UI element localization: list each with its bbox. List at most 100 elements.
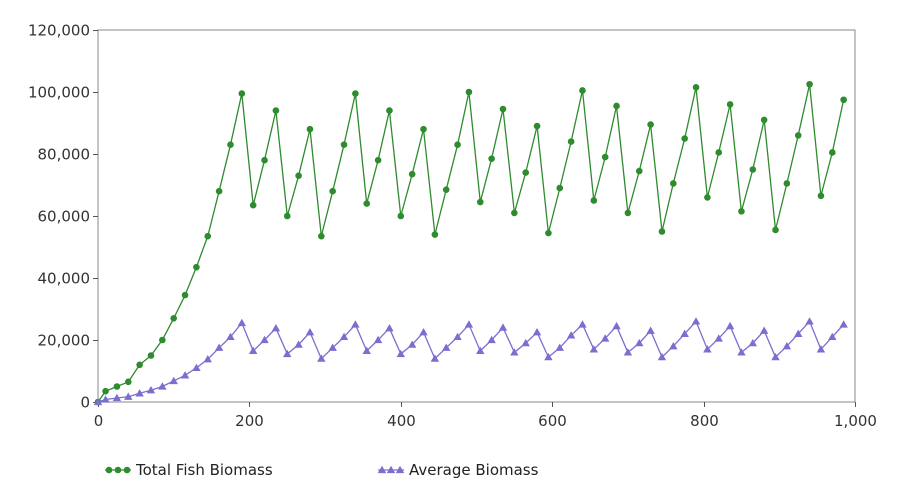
data-point <box>601 153 609 161</box>
data-point <box>226 332 235 341</box>
data-point <box>691 317 701 325</box>
data-point <box>215 187 223 195</box>
data-point <box>317 354 326 362</box>
data-point <box>465 88 473 96</box>
data-point <box>816 345 826 353</box>
data-point <box>272 107 280 114</box>
data-point <box>839 320 848 328</box>
data-point <box>794 329 803 337</box>
data-point <box>169 376 178 385</box>
data-point <box>805 317 814 325</box>
data-point <box>647 121 654 128</box>
data-point <box>329 187 336 195</box>
legend-label: Average Biomass <box>409 461 539 479</box>
data-point <box>135 389 144 397</box>
data-point <box>600 334 610 342</box>
data-point <box>158 382 167 390</box>
x-tick-label: 400 <box>387 412 416 430</box>
data-point <box>532 328 542 336</box>
y-tick-label: 80,000 <box>38 146 91 164</box>
data-point <box>146 386 156 394</box>
data-point <box>545 229 552 237</box>
data-point <box>476 346 485 354</box>
data-point <box>488 155 495 162</box>
data-point <box>271 324 281 332</box>
data-point <box>748 338 758 347</box>
data-point <box>726 101 734 108</box>
data-point <box>464 320 474 328</box>
data-point <box>318 232 325 240</box>
data-point <box>510 348 519 356</box>
series-1 <box>93 317 848 406</box>
legend-marker <box>123 466 131 474</box>
data-point <box>544 352 553 361</box>
data-point <box>363 200 371 207</box>
data-point <box>567 138 575 145</box>
data-point <box>657 352 667 361</box>
y-tick-label: 20,000 <box>38 332 91 350</box>
x-tick-label: 600 <box>538 412 567 430</box>
data-point <box>431 231 439 238</box>
data-point <box>681 135 688 142</box>
data-point <box>578 320 587 328</box>
x-tick-label: 200 <box>235 412 264 430</box>
data-point <box>408 170 416 178</box>
axes <box>97 29 856 403</box>
data-point <box>248 346 258 354</box>
x-tick-label: 800 <box>690 412 719 430</box>
data-point <box>193 263 200 271</box>
data-point <box>442 343 451 351</box>
data-point <box>589 345 599 353</box>
data-point <box>714 334 723 342</box>
data-point <box>453 332 462 341</box>
legend-label: Total Fish Biomass <box>135 461 273 479</box>
x-tick-label: 1,000 <box>834 412 877 430</box>
data-point <box>214 343 224 351</box>
data-point <box>499 105 507 113</box>
data-point <box>612 321 621 330</box>
data-point <box>159 336 166 344</box>
data-point <box>840 96 847 104</box>
data-point <box>692 84 700 91</box>
data-point <box>704 194 711 201</box>
data-point <box>374 156 382 164</box>
data-point <box>136 361 143 369</box>
y-tick-label: 120,000 <box>28 22 90 40</box>
data-point <box>454 141 461 148</box>
data-point <box>783 180 791 187</box>
data-point <box>420 125 427 133</box>
legend-item-0: Total Fish Biomass <box>105 461 273 479</box>
data-point <box>294 340 303 348</box>
data-point <box>124 378 132 386</box>
data-point <box>658 228 666 235</box>
data-point <box>351 320 360 328</box>
legend-marker <box>377 465 387 474</box>
y-tick-label: 40,000 <box>38 270 91 288</box>
y-tick-label: 60,000 <box>38 208 91 226</box>
data-point <box>306 125 314 133</box>
data-point <box>555 343 564 351</box>
data-point <box>817 192 825 200</box>
data-point <box>498 323 508 331</box>
data-point <box>635 167 643 175</box>
data-point <box>305 328 315 336</box>
data-point <box>613 102 620 110</box>
data-point <box>521 338 530 347</box>
data-point <box>373 335 383 344</box>
data-point <box>794 132 802 139</box>
legend-marker <box>395 465 405 474</box>
data-point <box>328 343 337 351</box>
data-point <box>828 149 836 156</box>
data-point <box>396 349 405 358</box>
data-point <box>771 352 780 361</box>
legend-item-1: Average Biomass <box>377 461 539 479</box>
data-point <box>590 197 598 204</box>
data-point <box>397 212 405 220</box>
data-point <box>476 198 484 206</box>
data-point <box>737 348 746 356</box>
legend: Total Fish Biomass Average Biomass <box>105 461 539 479</box>
data-point <box>295 172 302 179</box>
data-point <box>181 291 189 299</box>
data-point <box>260 335 269 344</box>
